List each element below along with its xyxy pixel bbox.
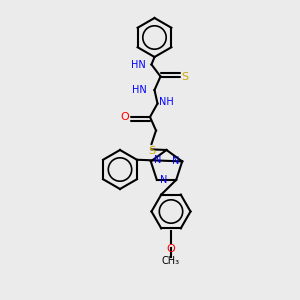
Text: O: O (120, 112, 129, 122)
Text: O: O (167, 244, 176, 254)
Text: N: N (154, 155, 161, 165)
Text: S: S (148, 146, 155, 155)
Text: CH₃: CH₃ (162, 256, 180, 266)
Text: HN: HN (131, 59, 146, 70)
Text: N: N (172, 156, 179, 167)
Text: S: S (182, 71, 189, 82)
Text: NH: NH (159, 97, 174, 107)
Text: N: N (160, 175, 168, 185)
Text: HN: HN (132, 85, 147, 95)
